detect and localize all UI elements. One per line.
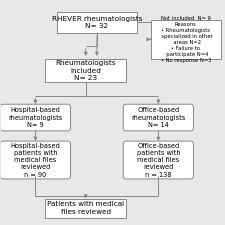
FancyBboxPatch shape: [123, 141, 194, 179]
Text: Hospital-based
patients with
medical files
reviewed
n = 90: Hospital-based patients with medical fil…: [11, 142, 60, 178]
Text: Hospital-based
rheumatologists
N= 9: Hospital-based rheumatologists N= 9: [8, 107, 63, 128]
Text: Patients with medical
files reviewed: Patients with medical files reviewed: [47, 201, 124, 215]
FancyBboxPatch shape: [123, 104, 194, 131]
Text: RHEVER rheumatologists
N= 32: RHEVER rheumatologists N= 32: [52, 16, 142, 29]
Text: Not included  N= 9
Reasons
• Rheumatologists
  specialized in other
  areas N=2
: Not included N= 9 Reasons • Rheumatologi…: [158, 16, 213, 63]
FancyBboxPatch shape: [0, 141, 70, 179]
FancyBboxPatch shape: [57, 12, 137, 33]
FancyBboxPatch shape: [45, 59, 126, 82]
Text: Office-based
patients with
medical files
reviewed
n = 138: Office-based patients with medical files…: [137, 142, 180, 178]
Text: Rheumatologists
included
N= 23: Rheumatologists included N= 23: [55, 60, 116, 81]
FancyBboxPatch shape: [0, 104, 70, 131]
FancyBboxPatch shape: [45, 199, 126, 218]
FancyBboxPatch shape: [151, 20, 221, 59]
Text: Office-based
rheumatologists
N= 14: Office-based rheumatologists N= 14: [131, 107, 185, 128]
